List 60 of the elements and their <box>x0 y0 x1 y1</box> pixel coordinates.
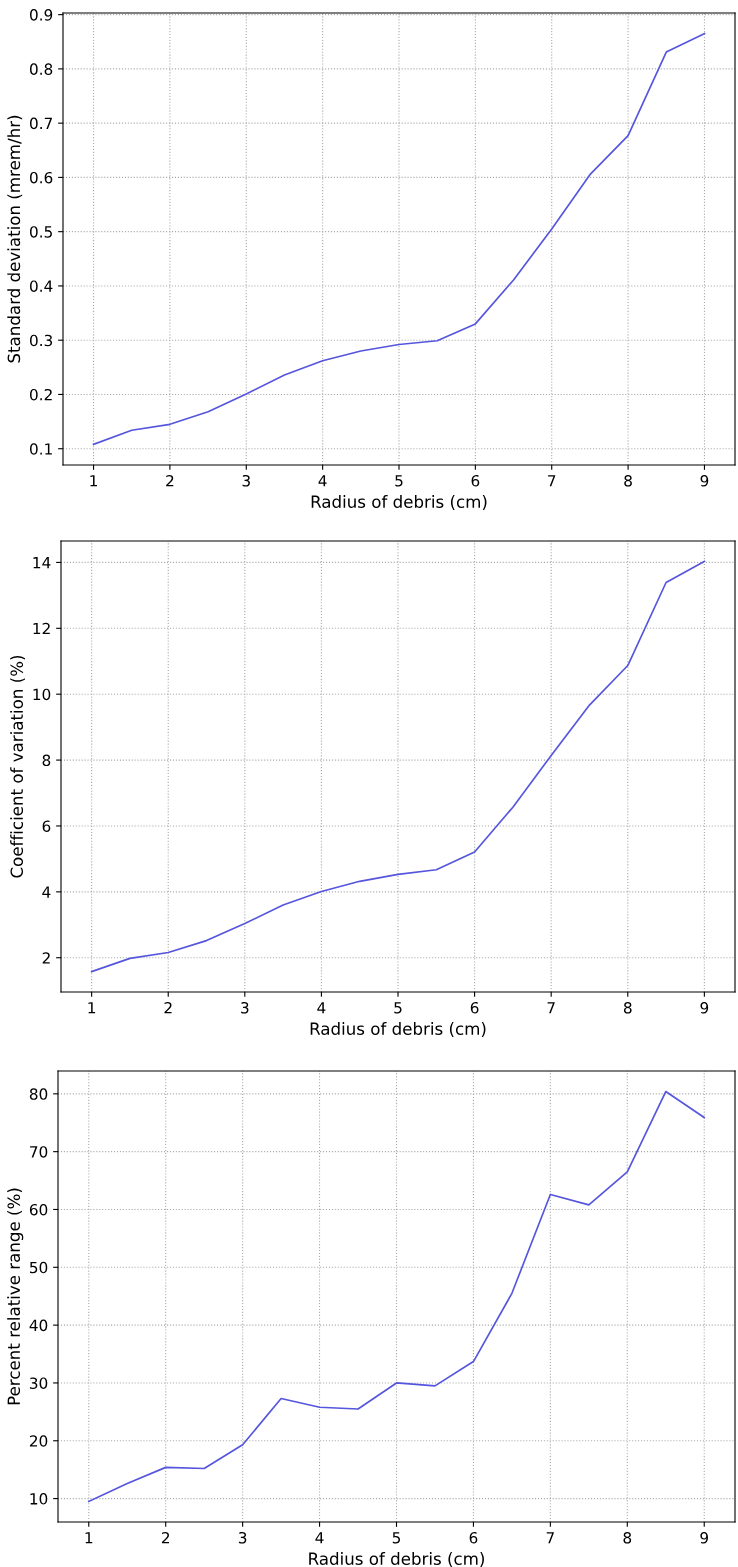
x-tick-label: 9 <box>700 1531 709 1544</box>
x-tick-label: 5 <box>392 1532 401 1544</box>
y-tick-label: 2 <box>42 952 50 964</box>
y-axis-title: Coefficient of variation (%) <box>10 655 26 878</box>
y-tick-label: 80 <box>29 1088 48 1100</box>
line-series <box>87 1090 706 1503</box>
x-tick-label: 4 <box>318 475 327 487</box>
y-tick-label: 20 <box>29 1435 48 1447</box>
x-tick-label: 9 <box>700 1001 709 1014</box>
y-tick-label: 0.3 <box>29 334 53 347</box>
x-tick-label: 2 <box>166 474 174 487</box>
x-tick-label: 3 <box>242 474 250 487</box>
x-tick-label: 2 <box>164 1001 172 1014</box>
x-tick-label: 1 <box>85 1532 93 1544</box>
x-tick-label: 8 <box>623 1531 632 1544</box>
x-tick-label: 7 <box>546 1532 554 1544</box>
x-tick-label: 6 <box>470 1001 479 1014</box>
x-tick-label: 5 <box>395 475 403 487</box>
x-tick-label: 1 <box>88 1002 96 1014</box>
y-tick-label: 30 <box>30 1377 48 1389</box>
y-tick-label: 10 <box>30 1493 48 1505</box>
y-tick-label: 0.8 <box>29 63 53 75</box>
x-tick-label: 3 <box>241 1001 249 1014</box>
y-axis-title: Standard deviation (mrem/hr) <box>7 115 23 363</box>
y-tick-label: 0.5 <box>29 226 52 238</box>
x-tick-label: 4 <box>317 1002 326 1014</box>
y-tick-label: 0.6 <box>29 171 53 184</box>
y-tick-label: 6 <box>42 820 51 832</box>
y-axis-title: Percent relative range (%) <box>7 1188 24 1405</box>
x-tick-label: 7 <box>547 1002 555 1014</box>
y-tick-label: 40 <box>29 1319 48 1332</box>
x-axis-title: Radius of debris (cm) <box>309 1552 484 1567</box>
y-tick-label: 12 <box>33 622 50 635</box>
x-tick-label: 3 <box>238 1531 247 1544</box>
x-axis-title: Radius of debris (cm) <box>310 1022 486 1037</box>
x-tick-label: 5 <box>394 1002 402 1014</box>
x-tick-label: 2 <box>161 1531 170 1544</box>
x-tick-label: 7 <box>548 475 556 487</box>
y-tick-label: 0.7 <box>29 117 52 130</box>
y-tick-label: 0.1 <box>29 443 52 455</box>
x-tick-label: 8 <box>623 1001 632 1014</box>
y-tick-label: 70 <box>30 1146 48 1158</box>
x-tick-label: 4 <box>315 1532 324 1544</box>
x-tick-label: 8 <box>624 474 632 487</box>
y-tick-label: 4 <box>42 886 51 898</box>
y-tick-label: 60 <box>29 1203 48 1216</box>
x-tick-label: 6 <box>471 474 480 487</box>
y-tick-label: 50 <box>30 1261 48 1274</box>
y-tick-label: 0.2 <box>29 388 52 401</box>
x-tick-label: 6 <box>469 1531 478 1544</box>
line-series <box>92 32 706 446</box>
y-tick-label: 10 <box>33 688 51 701</box>
y-tick-label: 14 <box>33 557 51 569</box>
y-tick-label: 8 <box>42 754 51 767</box>
y-tick-label: 0.4 <box>29 280 53 292</box>
line-series <box>90 560 706 973</box>
y-tick-label: 0.9 <box>29 9 53 21</box>
x-tick-label: 1 <box>90 475 97 487</box>
x-axis-title: Radius of debris (cm) <box>311 495 487 510</box>
x-tick-label: 9 <box>700 474 709 487</box>
